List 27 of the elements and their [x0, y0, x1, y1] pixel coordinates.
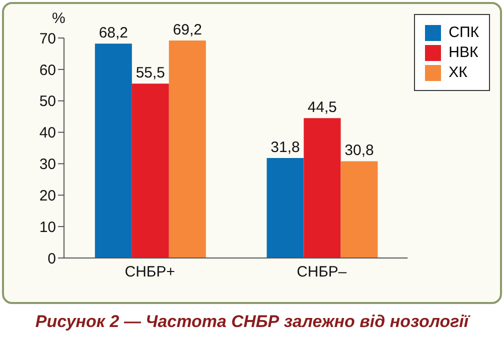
- bar: [304, 118, 341, 258]
- y-tick-label: 10: [39, 218, 56, 236]
- y-tick-label: 50: [39, 93, 56, 110]
- y-tick-label: 0: [48, 250, 56, 268]
- y-axis-title: %: [52, 10, 66, 27]
- text: Рисунок 2 — Частота СНБР залежно від нозології: [34, 312, 472, 332]
- y-tick-label: 70: [39, 30, 56, 48]
- y-tick-label: 30: [39, 156, 56, 174]
- bar: [132, 84, 169, 258]
- bar: [94, 44, 132, 258]
- y-tick-label: 60: [39, 62, 56, 79]
- data-label: 69,2: [172, 22, 202, 39]
- legend-label: НВК: [448, 44, 478, 61]
- data-label: 68,2: [98, 24, 128, 42]
- y-tick-label: 40: [39, 124, 56, 142]
- x-tick-label: СНБР+: [124, 264, 176, 281]
- bar: [340, 161, 378, 258]
- bar: [168, 40, 206, 258]
- legend-label: СПК: [448, 24, 479, 41]
- data-label: 44,5: [308, 99, 337, 116]
- data-label: 31,8: [270, 139, 300, 156]
- data-label: 55,5: [136, 64, 166, 82]
- legend-label: ХК: [448, 64, 468, 81]
- data-label: 30,8: [344, 142, 374, 160]
- bar: [266, 158, 304, 258]
- x-tick-label: СНБР–: [296, 264, 348, 281]
- y-tick-label: 20: [39, 187, 56, 204]
